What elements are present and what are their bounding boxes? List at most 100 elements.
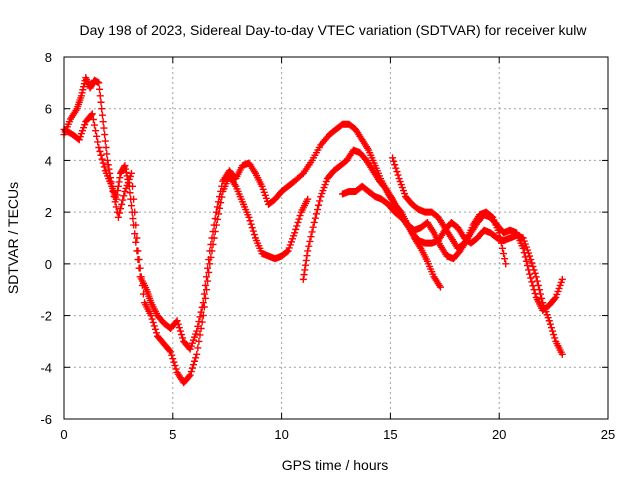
data-point [129,215,137,223]
data-point [167,348,175,356]
data-point [150,322,158,330]
data-point [94,138,102,146]
data-point [305,242,313,250]
data-point [111,198,119,206]
data-point [209,240,217,248]
data-point [119,196,127,204]
data-point [132,238,140,246]
data-point [196,313,204,321]
data-point [547,324,555,332]
data-point [308,228,316,236]
data-point [390,157,398,165]
y-tick-label: 4 [45,153,52,168]
data-point [315,201,323,209]
data-point [99,159,107,167]
data-point [196,331,204,339]
data-point [108,182,116,190]
x-tick-label: 10 [274,427,288,442]
data-point [304,195,312,203]
data-point [311,214,319,222]
data-point [208,247,216,255]
data-point [304,247,312,255]
data-point [312,210,320,218]
data-point [214,210,222,218]
data-point [199,299,207,307]
data-point [246,217,254,225]
y-tick-label: 6 [45,102,52,117]
data-point [500,250,508,258]
data-point [204,264,212,272]
data-point [248,224,256,232]
data-point [201,294,209,302]
data-point [302,261,310,269]
data-point [172,365,180,373]
data-point [247,220,255,228]
data-point [299,275,307,283]
data-point [120,192,128,200]
data-point [130,195,138,203]
data-point [126,189,134,197]
data-point [193,327,201,335]
data-point [129,182,137,190]
data-point [104,161,112,169]
data-point [96,147,104,155]
data-point [166,346,174,354]
data-point [205,268,213,276]
data-point [110,193,118,201]
data-point [173,317,181,325]
data-point [96,85,104,93]
data-point [191,357,199,365]
data-point [250,231,258,239]
data-point [127,202,135,210]
data-point [109,187,117,195]
data-point [551,334,559,342]
data-point [176,327,184,335]
data-point [531,290,539,298]
data-point [104,156,112,164]
data-point [193,350,201,358]
data-point [175,324,183,332]
data-point [135,256,143,264]
data-point [204,277,212,285]
data-point [545,317,553,325]
data-point [95,79,103,87]
data-point [98,111,106,119]
x-tick-label: 20 [492,427,506,442]
data-point [546,320,554,328]
data-point [93,132,101,140]
y-axis-label: SDTVAR / TECUs [5,182,21,294]
data-point [291,229,299,237]
data-point [185,372,193,380]
data-point [525,266,533,274]
series-track-2 [60,110,312,387]
data-point [194,344,202,352]
data-point [519,244,527,252]
data-point [139,290,147,298]
data-point [101,131,109,139]
data-point [527,256,535,264]
data-point [217,199,225,207]
data-point [115,209,123,217]
data-point [178,331,186,339]
data-point [523,262,531,270]
data-point [168,351,176,359]
y-tick-label: -4 [40,360,52,375]
data-point [530,286,538,294]
data-point [501,255,509,263]
data-point [249,227,257,235]
data-point [528,259,536,267]
data-point [137,273,145,281]
data-point [179,334,187,342]
data-point [210,234,218,242]
data-point [189,361,197,369]
data-point [88,110,96,118]
data-point [522,257,530,265]
data-point [198,318,206,326]
data-point [100,163,108,171]
data-point [558,350,566,358]
data-point [99,118,107,126]
data-point [116,174,124,182]
data-point [551,295,559,303]
x-tick-label: 25 [601,427,615,442]
